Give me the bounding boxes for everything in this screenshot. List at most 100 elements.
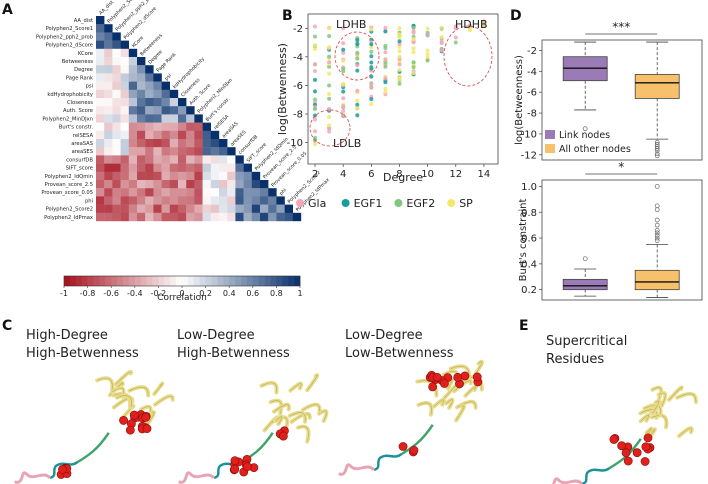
scatter-point [383, 60, 388, 65]
heatmap-cell [145, 98, 154, 107]
scatter-point [425, 52, 430, 57]
sp-domain-outline [678, 427, 692, 437]
box-ytick-label: -8 [527, 109, 537, 120]
heatmap-cell [137, 65, 146, 74]
heatmap-cell [128, 139, 138, 148]
panel-label-c: C [2, 318, 12, 334]
heatmap-cell [153, 196, 162, 205]
box-outlier [654, 233, 660, 238]
sp-domain-ribbon [675, 391, 698, 404]
heatmap-cell [178, 114, 187, 123]
colorbar-segment [235, 276, 242, 286]
heatmap-cell [268, 196, 277, 205]
heatmap-cell [251, 196, 261, 205]
heatmap-cell [104, 48, 113, 58]
heatmap-cell [210, 147, 220, 156]
heatmap-cell [137, 212, 146, 222]
heatmap-cell [120, 212, 129, 222]
heatmap-cell [186, 196, 195, 205]
heatmap-cell [153, 171, 162, 181]
heatmap-cell [227, 147, 236, 156]
heatmap-cell [128, 106, 138, 115]
heatmap-cell [104, 196, 113, 205]
scatter-point [327, 92, 332, 96]
heatmap-cell [145, 106, 154, 115]
heatmap-cell [137, 147, 146, 156]
heatmap-cell [120, 98, 129, 107]
heatmap-cell [169, 139, 179, 148]
heatmap-cell [128, 81, 138, 90]
scatter-point [341, 41, 346, 46]
scatter-point [369, 82, 374, 87]
heatmap-cell [104, 155, 113, 164]
box-outlier [654, 227, 660, 233]
heatmap-col-label: AA_dist [98, 0, 115, 16]
colorbar-segment [158, 276, 165, 286]
significance-marker: *** [612, 20, 630, 34]
heatmap-cell [112, 65, 121, 74]
heatmap-cell [186, 188, 195, 197]
heatmap-cell [112, 40, 121, 49]
scatter-xtick-label: 14 [478, 169, 491, 180]
heatmap-cell [202, 130, 211, 140]
heatmap-row-label: areaSES [72, 149, 93, 155]
colorbar-segment [288, 276, 295, 286]
heatmap-cell [128, 48, 138, 58]
c2-title-line2: High-Betwenness [177, 346, 290, 361]
heatmap-cell [120, 106, 129, 115]
heatmap-cell [128, 65, 138, 74]
scatter-point [313, 24, 317, 29]
scatter-point [327, 129, 332, 134]
annotation-ldhb: LDHB [336, 18, 366, 31]
residue-sphere [398, 442, 408, 451]
heatmap-cell [145, 155, 154, 164]
sp-domain-outline [116, 395, 132, 408]
heatmap-cell [219, 188, 228, 197]
scatter-point [397, 26, 402, 31]
colorbar-segment [111, 276, 118, 286]
heatmap-cell [268, 188, 277, 197]
sp-domain-outline [289, 412, 306, 422]
scatter-point [355, 42, 360, 46]
scatter-point [411, 37, 416, 42]
heatmap-cell [112, 57, 121, 66]
scatter-point [341, 96, 346, 101]
protein-e [552, 385, 698, 484]
colorbar-segment [152, 276, 159, 286]
scatter-point [383, 50, 388, 55]
scatter-point [355, 102, 360, 107]
egf2-domain [76, 432, 110, 464]
heatmap-cell [120, 196, 129, 205]
c3-title-line1: Low-Degree [345, 328, 423, 343]
panel-label-a: A [2, 2, 13, 18]
heatmap-row-label: Auth. Score [63, 108, 93, 114]
colorbar-segment [69, 276, 77, 286]
scatter-point [369, 97, 374, 102]
panel-label-b: B [282, 8, 293, 24]
box-outlier [654, 207, 660, 213]
heatmap-cell [235, 163, 244, 172]
c2-title-line1: Low-Degree [177, 328, 255, 343]
scatter-point [425, 48, 430, 53]
scatter-point [369, 42, 374, 47]
heatmap-cell [128, 212, 138, 222]
heatmap-cell [112, 89, 121, 99]
heatmap-cell [219, 147, 228, 156]
heatmap-cell [137, 114, 146, 123]
heatmap-cell [153, 163, 162, 172]
heatmap-cell [120, 122, 129, 131]
scatter-point [383, 46, 388, 51]
heatmap-row-label: kdHydrophobicity [47, 92, 93, 98]
heatmap-cell [96, 130, 105, 140]
heatmap-cell [128, 130, 138, 140]
residue-sphere [617, 441, 627, 451]
heatmap-cell [104, 139, 113, 148]
heatmap-cell [194, 212, 203, 222]
heatmap-cell [96, 155, 105, 164]
heatmap-cell [104, 147, 113, 156]
heatmap-cell [251, 188, 261, 197]
residue-sphere [621, 448, 631, 458]
scatter-ylabel: log(Betwenness) [276, 43, 289, 135]
scatter-points [313, 19, 486, 147]
egf2-domain [608, 438, 642, 470]
